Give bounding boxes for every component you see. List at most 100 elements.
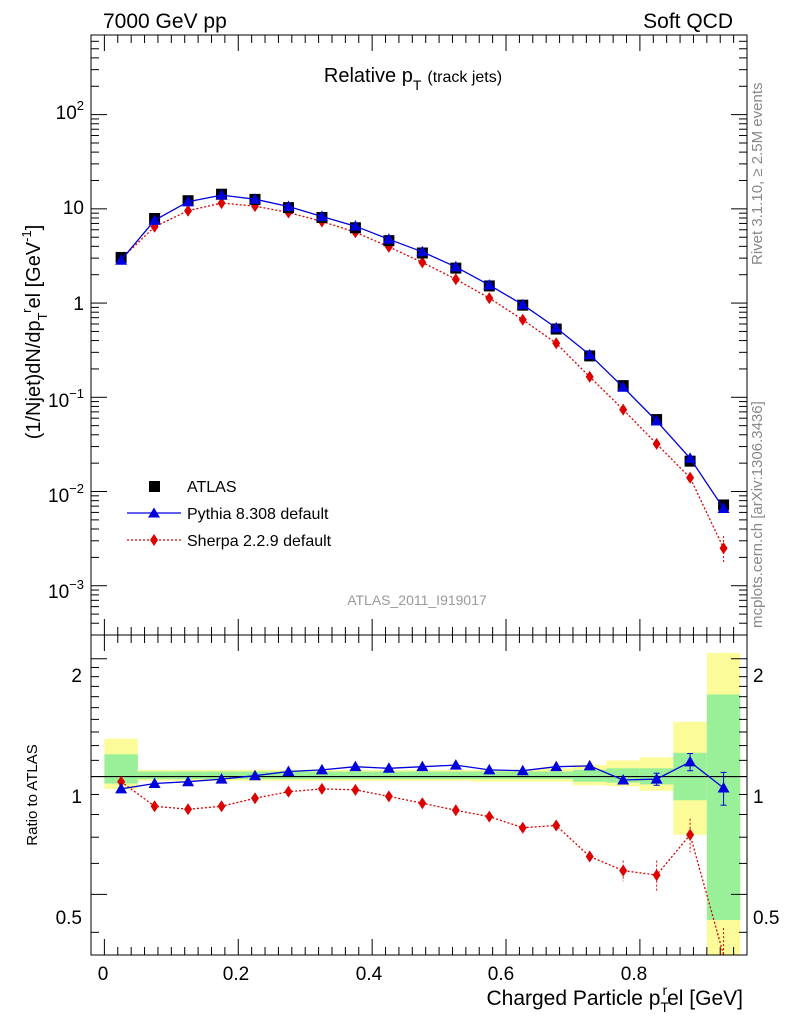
mcplots-label: mcplots.cern.ch [arXiv:1306.3436] (749, 401, 766, 628)
x-axis-label-tail: el [GeV] (667, 987, 743, 1010)
main-axis-ticks (90, 34, 748, 636)
data-point-pythia (282, 200, 295, 211)
ytick-label-1e-3: 10−3 (48, 577, 84, 603)
main-ylabel-close: ] (23, 225, 45, 231)
main-ylabel-sup: r (19, 308, 34, 313)
data-point-pythia (617, 381, 630, 392)
x-axis-label-sub: T (660, 999, 669, 1015)
data-point-pythia (583, 348, 596, 360)
main-plot-area (115, 188, 730, 564)
legend-label-sherpa: Sherpa 2.2.9 default (187, 533, 332, 550)
uncertainty-band-inner (137, 771, 172, 780)
ratio-point-pythia (650, 773, 663, 784)
uncertainty-band-inner (305, 771, 339, 780)
data-point-sherpa (552, 337, 561, 350)
uncertainty-band-inner (439, 771, 473, 780)
data-point-sherpa (217, 197, 226, 210)
main-title-sub: T (413, 77, 422, 93)
series-line-pythia (120, 194, 725, 509)
ratio-point-pythia (449, 759, 462, 770)
ratio-panel: Ratio to ATLAS 0.5 1 2 0.5 1 2 0 0.2 0.4… (24, 634, 779, 1015)
data-point-pythia (650, 415, 663, 426)
ratio-point-pythia (148, 777, 161, 789)
x-axis-label: Charged Particle pTrel [GeV] (486, 982, 743, 1015)
ytick-label-1e-1: 10−1 (48, 386, 84, 412)
main-title-paren: (track jets) (427, 69, 502, 86)
main-title-text: Relative p (324, 65, 413, 87)
main-ylabel-tail: el [GeV (23, 241, 45, 308)
ytick-label-base: 10 (48, 486, 69, 507)
data-point-sherpa (184, 204, 193, 217)
legend-label-pythia: Pythia 8.308 default (187, 506, 329, 523)
data-point-pythia (115, 254, 128, 265)
uncertainty-band-inner (338, 771, 373, 780)
ratio-point-sherpa (251, 792, 259, 805)
main-panel: Relative pT (track jets) (1/Njet)dN/dpTre… (19, 34, 748, 636)
ratio-point-pythia (282, 765, 295, 777)
ratio-plot-area (91, 652, 747, 956)
uncertainty-band-inner (506, 771, 540, 780)
data-point-pythia (717, 502, 730, 514)
main-ytick-labels: 10−3 10−2 10−1 1 10 102 (48, 98, 84, 603)
ratio-point-pythia (182, 775, 195, 787)
ratio-point-pythia (215, 773, 228, 784)
ytick-label-base: 10 (56, 103, 77, 124)
ratio-point-sherpa (418, 797, 427, 810)
ratio-point-sherpa (619, 864, 628, 877)
watermark: ATLAS_2011_I919017 (347, 592, 487, 608)
ratio-point-sherpa (652, 869, 661, 882)
ratio-ytick-labels-right: 0.5 1 2 (753, 666, 779, 929)
ratio-point-pythia (550, 760, 563, 772)
header-right: Soft QCD (643, 10, 733, 33)
ytick-label-1: 1 (73, 294, 84, 315)
ratio-point-pythia (516, 764, 529, 776)
ytick-label-exp: −3 (69, 577, 84, 592)
ratio-point-sherpa (585, 850, 594, 863)
ratio-point-sherpa (117, 775, 126, 788)
data-point-pythia (215, 189, 228, 200)
data-point-sherpa (418, 256, 427, 269)
data-point-pythia (315, 210, 328, 221)
uncertainty-band-inner (171, 771, 205, 780)
ytick-label-exp: −2 (69, 481, 84, 496)
legend: ATLAS Pythia 8.308 default Sherpa 2.2.9 … (127, 479, 332, 550)
data-point-sherpa (518, 313, 527, 326)
ratio-point-pythia (583, 759, 596, 771)
data-point-pythia (684, 452, 697, 463)
ratio-point-pythia (115, 782, 128, 794)
ratio-point-sherpa (150, 800, 159, 813)
ratio-ylabel: Ratio to ATLAS (24, 744, 41, 845)
ratio-ytick-label-2-right: 2 (753, 666, 764, 687)
ratio-ytick-label-2: 2 (71, 666, 82, 687)
x-axis-label-text: Charged Particle p (486, 987, 660, 1010)
ratio-point-pythia (483, 763, 496, 775)
uncertainty-band-inner (372, 771, 406, 780)
xtick-label-0-2: 0.2 (223, 964, 249, 985)
ytick-label-exp: −1 (69, 386, 84, 401)
main-ylabel-unit-sup: -1 (19, 230, 34, 242)
uncertainty-band-inner (539, 771, 573, 780)
xtick-label-0: 0 (98, 964, 109, 985)
ratio-ytick-label-0-5-right: 0.5 (753, 908, 779, 929)
data-point-pythia (550, 321, 563, 333)
ratio-ytick-label-1-right: 1 (753, 787, 764, 808)
ytick-label-1e-2: 10−2 (48, 481, 84, 507)
data-point-sherpa (719, 542, 728, 555)
ratio-point-sherpa (451, 804, 460, 817)
data-point-pythia (148, 214, 161, 225)
data-point-pythia (483, 279, 496, 290)
data-point-pythia (349, 220, 362, 231)
ratio-axis-ticks (90, 635, 748, 955)
ratio-point-pythia (382, 762, 395, 773)
ratio-point-sherpa (384, 790, 393, 803)
data-point-pythia (382, 233, 395, 244)
ratio-point-sherpa (485, 810, 494, 823)
xtick-label-0-6: 0.6 (488, 964, 514, 985)
data-point-pythia (182, 195, 195, 207)
ratio-point-sherpa (317, 782, 326, 795)
data-point-pythia (449, 260, 462, 272)
ratio-point-pythia (684, 755, 697, 767)
data-point-sherpa (686, 471, 695, 484)
legend-marker-pythia (148, 507, 160, 518)
